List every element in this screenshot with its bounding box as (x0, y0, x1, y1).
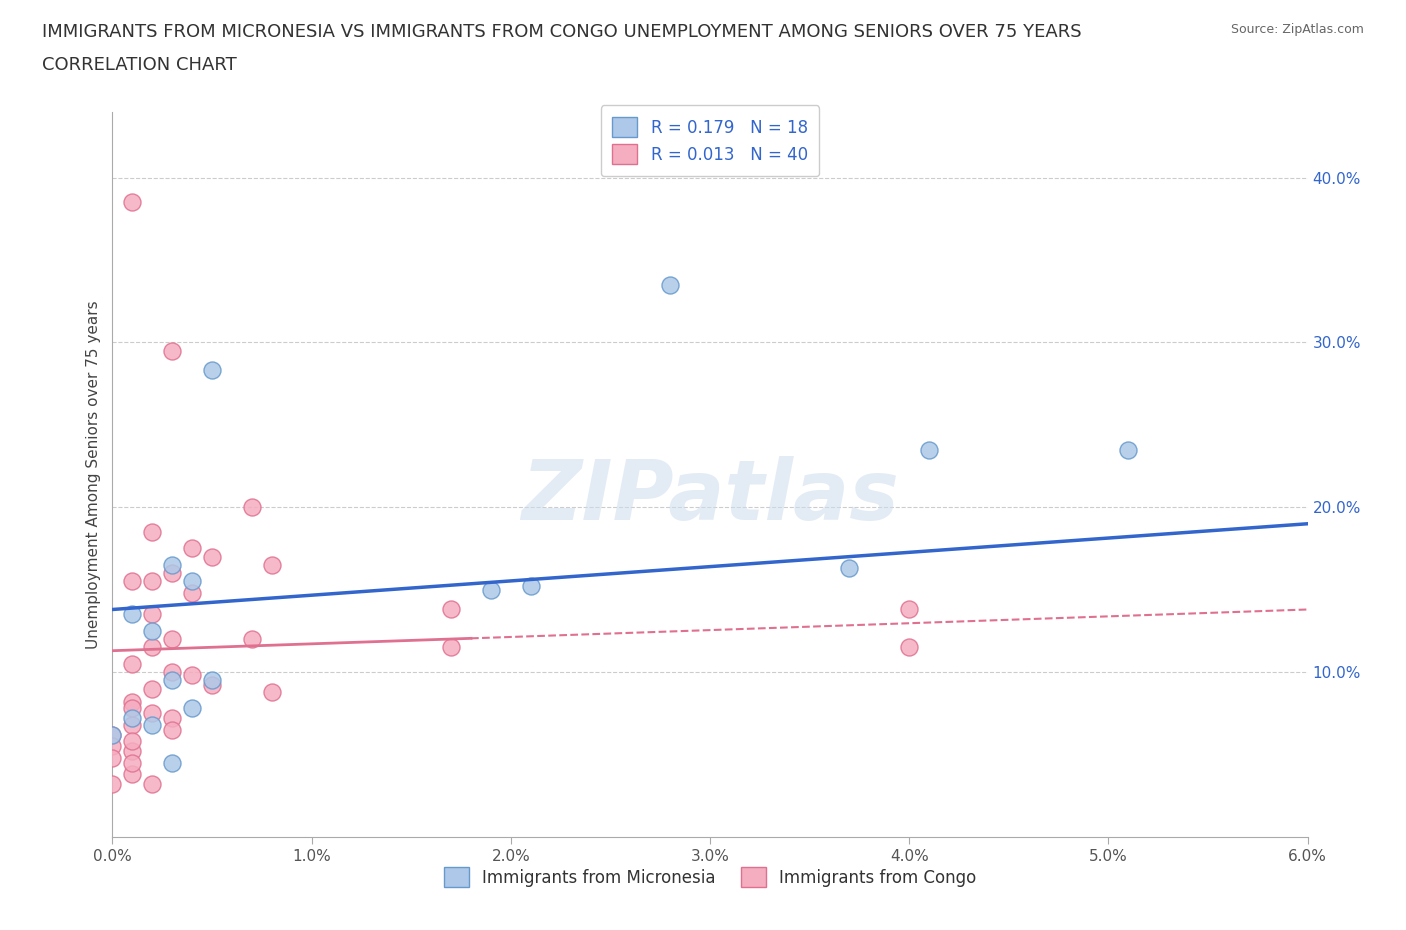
Point (201, 363, 224, 378)
Point (141, 574, 163, 589)
Point (101, 751, 124, 765)
Point (181, 586, 204, 601)
Point (918, 442, 941, 457)
Point (141, 681, 163, 696)
Point (1118, 442, 1140, 457)
Point (898, 640, 921, 655)
Point (121, 711, 143, 725)
Point (181, 574, 204, 589)
Point (162, 343, 183, 358)
Point (101, 727, 124, 742)
Point (898, 602, 921, 617)
Point (162, 665, 183, 680)
Point (162, 673, 183, 688)
Point (141, 777, 163, 791)
Point (260, 557, 283, 572)
Point (240, 631, 263, 646)
Point (121, 767, 143, 782)
Text: Source: ZipAtlas.com: Source: ZipAtlas.com (1230, 23, 1364, 36)
Point (141, 525, 163, 539)
Point (479, 582, 502, 597)
Point (440, 602, 463, 617)
Point (240, 499, 263, 514)
Point (121, 695, 143, 710)
Point (121, 717, 143, 732)
Point (440, 640, 463, 655)
Point (162, 565, 183, 580)
Point (121, 607, 143, 622)
Point (162, 723, 183, 737)
Point (162, 711, 183, 725)
Point (121, 701, 143, 716)
Point (201, 550, 224, 565)
Point (141, 706, 163, 721)
Point (162, 557, 183, 572)
Point (162, 631, 183, 646)
Text: CORRELATION CHART: CORRELATION CHART (42, 56, 238, 73)
Point (201, 673, 224, 688)
Point (181, 701, 204, 716)
Point (141, 717, 163, 732)
Text: IMMIGRANTS FROM MICRONESIA VS IMMIGRANTS FROM CONGO UNEMPLOYMENT AMONG SENIORS O: IMMIGRANTS FROM MICRONESIA VS IMMIGRANTS… (42, 23, 1081, 41)
Point (101, 738, 124, 753)
Legend: Immigrants from Micronesia, Immigrants from Congo: Immigrants from Micronesia, Immigrants f… (437, 860, 983, 894)
Point (838, 561, 860, 576)
Point (121, 734, 143, 749)
Point (201, 678, 224, 693)
Point (260, 684, 283, 699)
Point (121, 195, 143, 210)
Point (121, 744, 143, 759)
Point (520, 579, 543, 594)
Point (121, 657, 143, 671)
Point (141, 607, 163, 622)
Point (141, 640, 163, 655)
Point (181, 541, 204, 556)
Point (101, 777, 124, 791)
Text: ZIPatlas: ZIPatlas (522, 456, 898, 537)
Point (181, 668, 204, 683)
Point (162, 755, 183, 770)
Point (141, 623, 163, 638)
Point (659, 277, 682, 292)
Point (101, 727, 124, 742)
Point (121, 755, 143, 770)
Point (121, 574, 143, 589)
Y-axis label: Unemployment Among Seniors over 75 years: Unemployment Among Seniors over 75 years (86, 300, 101, 648)
